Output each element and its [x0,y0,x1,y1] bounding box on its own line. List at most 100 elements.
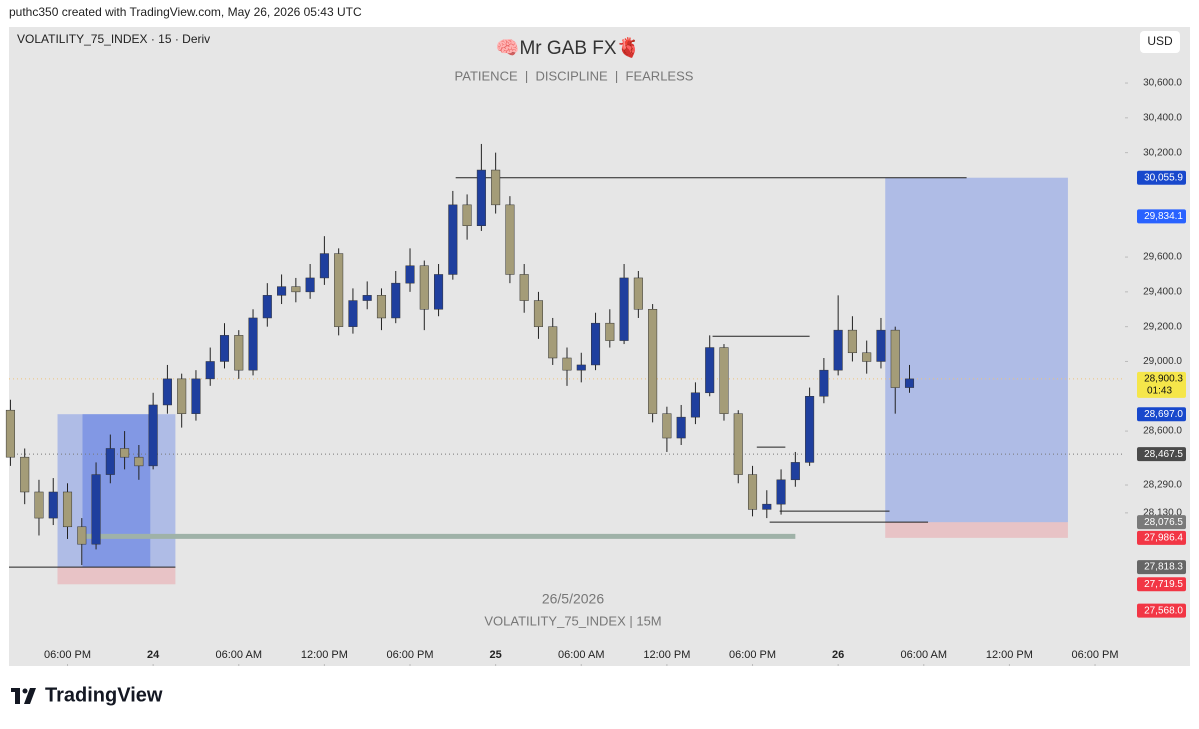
logo-part [22,688,28,694]
candle-body [234,335,244,371]
candle-body [819,369,829,397]
candle-body [434,274,444,310]
price-badge-label: 27,568.0 [1144,605,1183,616]
x-tick-label: 12:00 PM [643,649,690,661]
price-badge-label: 29,834.1 [1144,211,1183,222]
footer-logo: TradingView [45,684,163,706]
candle-body [576,364,586,371]
y-tick-label: 28,130.0 [1143,508,1182,519]
candle-body [876,329,886,362]
watermark-symbol: VOLATILITY_75_INDEX | 15M [484,613,661,628]
candle-body [291,286,301,293]
price-badge [1137,170,1186,185]
candle-body [105,448,115,475]
candle-body [705,347,715,394]
candle-body [676,416,686,439]
chart-title: 🧠Mr GAB FX🫀 [496,36,640,59]
candle-body [205,361,215,380]
candle-body [733,413,743,475]
x-tick-label: 06:00 AM [558,649,604,661]
candle-body [862,352,872,362]
logo-part [24,688,36,704]
candle-body [248,317,258,371]
y-tick-label: 29,600.0 [1143,252,1182,263]
price-badge [1137,560,1186,575]
price-badge [1137,530,1186,545]
x-tick-label: 12:00 PM [986,649,1033,661]
y-tick-label: 28,290.0 [1143,480,1182,491]
x-tick-label: 24 [147,649,160,661]
candle-body [34,491,44,519]
candle-body [762,503,772,510]
y-tick-label: 30,400.0 [1143,112,1182,123]
price-badge-label: 28,467.5 [1144,449,1183,460]
x-tick-label: 06:00 PM [44,649,91,661]
y-tick-label: 29,200.0 [1143,321,1182,332]
candle-body [448,204,458,275]
stop-zone [57,567,176,585]
candle-body [91,474,101,545]
x-tick-label: 12:00 PM [301,649,348,661]
candle-body [348,300,358,327]
plot: 06:00 PM 24 06:00 AM 12:00 PM 06:00 PM 25 06:0… [5,78,1186,666]
candle-body [805,396,815,463]
candle-body [747,474,758,510]
currency-button[interactable] [1140,31,1180,53]
price-badge-label: 30,055.9 [1144,172,1183,183]
price-badge-label: 28,900.3 [1144,373,1183,384]
symbol-info: VOLATILITY_75_INDEX · 15 · Deriv [17,32,210,46]
candle-body [591,322,601,366]
candle-body [519,274,529,301]
candle-body [77,526,87,545]
candle-body [177,378,187,414]
stop-zone [885,522,1068,538]
candle-body [376,295,387,319]
logo-part [15,688,20,704]
x-tick-label: 06:00 PM [1071,649,1118,661]
price-countdown: 01:43 [1147,385,1172,396]
candle-body [619,277,629,341]
watermark-date: 26/5/2026 [542,591,604,607]
price-badge [1137,447,1186,462]
currency-label[interactable]: USD [1147,34,1173,48]
price-badge [1137,407,1186,422]
y-tick-label: 30,200.0 [1143,147,1182,158]
chart-subtitle: PATIENCE | DISCIPLINE | FEARLESS [455,68,694,83]
candle-body [5,409,15,458]
candle-body [904,378,915,388]
candle-body [847,329,857,354]
price-badge-label: 27,986.4 [1144,532,1183,543]
candle-body [719,347,729,414]
x-tick-label: 06:00 AM [901,649,947,661]
y-tick-label: 29,000.0 [1143,356,1182,367]
target-zone [57,414,176,568]
candle-body [690,392,700,418]
candle-body [662,413,672,439]
candle-body [633,277,643,310]
candle-body [476,169,486,226]
candle-body [391,282,401,319]
candle-body [191,378,201,414]
candle-body [48,491,58,519]
candle-body [505,204,515,275]
price-badge-label: 27,719.5 [1144,579,1183,590]
target-zone [885,177,1068,523]
candle-body [776,479,786,505]
price-badge-label: 28,697.0 [1144,409,1183,420]
candle-body [405,265,415,284]
y-tick-label: 28,600.0 [1143,426,1182,437]
candle-body [491,169,501,206]
y-tick-label: 29,400.0 [1143,286,1182,297]
price-badge [1137,603,1186,618]
candle-body [362,295,372,301]
x-tick-label: 06:00 AM [216,649,262,661]
price-badge-label: 28,076.5 [1144,517,1183,528]
candle-body [277,286,287,296]
price-badge [1137,371,1186,398]
candle-body [162,378,172,406]
candle-body [134,456,144,467]
candle-body [219,335,230,362]
candle-body [120,448,130,458]
